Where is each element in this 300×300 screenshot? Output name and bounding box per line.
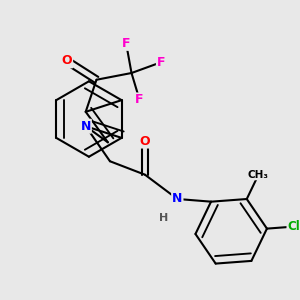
Text: CH₃: CH₃: [248, 170, 269, 180]
Text: H: H: [159, 213, 169, 223]
Text: O: O: [140, 134, 150, 148]
Text: F: F: [157, 56, 165, 69]
Text: F: F: [122, 37, 130, 50]
Text: Cl: Cl: [287, 220, 300, 233]
Text: N: N: [80, 120, 91, 133]
Text: N: N: [172, 193, 182, 206]
Text: O: O: [61, 54, 72, 68]
Text: F: F: [135, 94, 144, 106]
